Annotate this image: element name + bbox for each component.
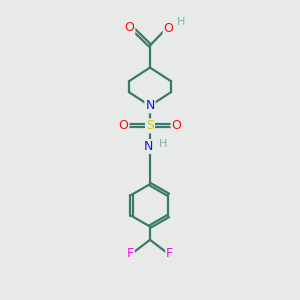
Text: S: S [146, 119, 154, 132]
Text: O: O [172, 119, 182, 132]
Text: H: H [177, 17, 185, 27]
Text: F: F [166, 247, 173, 260]
Text: F: F [127, 247, 134, 260]
Text: N: N [144, 140, 153, 153]
Text: N: N [145, 99, 155, 112]
Text: O: O [164, 22, 173, 34]
Text: O: O [124, 21, 134, 34]
Text: O: O [118, 119, 128, 132]
Text: H: H [159, 139, 167, 149]
